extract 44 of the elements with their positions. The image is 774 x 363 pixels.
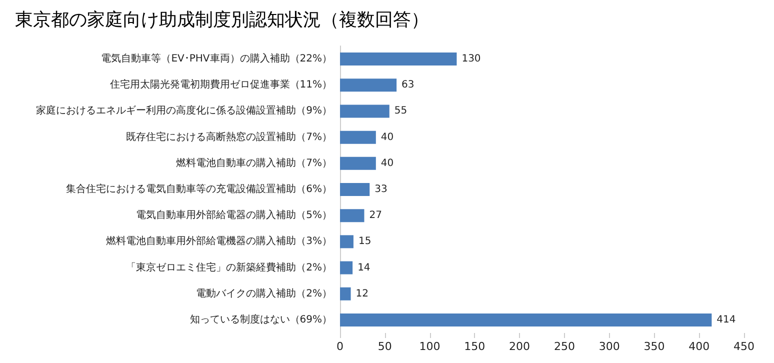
bar (340, 261, 353, 274)
x-tick-label: 400 (688, 340, 710, 353)
data-label: 27 (369, 210, 382, 222)
data-label: 130 (462, 54, 481, 65)
bar (340, 52, 457, 66)
bar (340, 104, 390, 118)
data-label: 14 (358, 262, 370, 274)
bar (340, 235, 354, 248)
y-tick-label: 「東京ゼロエミ住宅」の新築経費補助（2%） (126, 261, 332, 274)
y-tick-label: 既存住宅における高断熱窓の設置補助（7%） (126, 130, 332, 143)
x-tick-label: 250 (554, 340, 575, 353)
y-tick-label: 家庭におけるエネルギー利用の高度化に係る設備設置補助（9%） (36, 104, 332, 117)
y-tick-label: 電動バイクの購入補助（2%） (196, 287, 332, 300)
bar (340, 313, 712, 326)
bar (340, 287, 351, 300)
y-tick-label: 集合住宅における電気自動車等の充電設備設置補助（6%） (66, 183, 332, 195)
x-tick-label: 350 (644, 340, 665, 353)
y-tick-label: 住宅用太陽光発電初期費用ゼロ促進事業（11%） (110, 78, 332, 91)
x-tick-label: 200 (509, 340, 530, 353)
x-tick-label: 50 (378, 340, 392, 353)
bar (340, 156, 376, 170)
data-label: 55 (394, 106, 408, 117)
y-tick-label: 知っている制度はない（69%） (190, 313, 332, 326)
y-tick-label: 電気自動車用外部給電器の購入補助（5%） (136, 209, 332, 222)
data-label: 414 (716, 314, 736, 326)
data-label: 63 (402, 80, 414, 91)
bar (340, 209, 364, 222)
x-tick-label: 150 (464, 340, 486, 353)
bar (340, 78, 397, 92)
data-label: 12 (356, 288, 369, 300)
y-tick-label: 燃料電池自動車の購入補助（7%） (176, 156, 332, 169)
chart-title: 東京都の家庭向け助成制度別認知状況（複数回答） (15, 10, 429, 30)
data-label: 40 (380, 132, 394, 143)
data-label: 15 (358, 236, 372, 248)
x-tick-label: 100 (419, 340, 440, 353)
y-tick-label: 燃料電池自動車用外部給電機器の購入補助（3%） (106, 235, 332, 248)
data-label: 40 (380, 158, 394, 169)
x-tick-label: 450 (734, 340, 754, 353)
x-tick-label: 0 (336, 340, 344, 353)
data-label: 33 (374, 184, 388, 195)
bar (340, 183, 370, 196)
x-tick-label: 300 (598, 340, 620, 353)
y-tick-label: 電気自動車等（EV･PHV車両）の購入補助（22%） (101, 52, 332, 65)
bar (340, 130, 376, 144)
